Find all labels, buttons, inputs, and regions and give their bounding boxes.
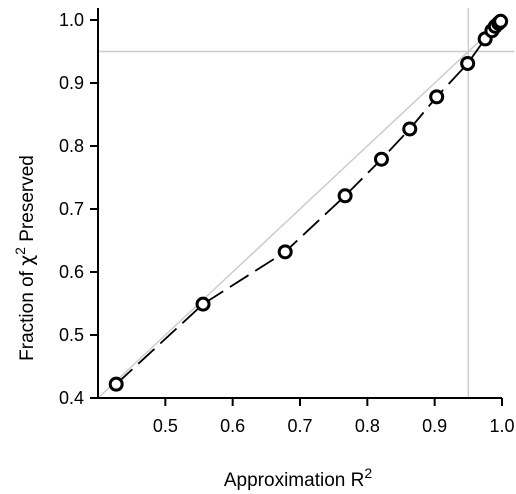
y-tick-label: 0.4: [59, 388, 84, 408]
x-tick-label: 0.5: [153, 416, 178, 436]
axes: [97, 8, 502, 399]
data-point: [460, 55, 476, 71]
data-point: [195, 296, 211, 312]
y-tick-label: 0.7: [59, 199, 84, 219]
x-axis-ticks: 0.5 0.6 0.7 0.8 0.9 1.0: [153, 398, 515, 436]
y-tick-label: 0.6: [59, 262, 84, 282]
x-tick-label: 0.8: [355, 416, 380, 436]
data-point: [402, 121, 418, 137]
y-tick-label: 1.0: [59, 10, 84, 30]
y-tick-label: 0.8: [59, 136, 84, 156]
y-axis-title: Fraction of χ2 Preserved: [12, 155, 38, 361]
data-point: [429, 89, 445, 105]
y-axis-title-pre: Fraction of: [17, 266, 38, 361]
data-point: [373, 151, 389, 167]
data-point: [277, 244, 293, 260]
x-axis-title-sup: 2: [364, 465, 372, 481]
y-axis-title-post: Preserved: [17, 155, 38, 247]
x-tick-label: 0.9: [422, 416, 447, 436]
data-point: [337, 188, 353, 204]
data-point: [108, 376, 124, 392]
x-axis-title-base: Approximation R: [224, 470, 364, 491]
x-tick-label: 0.7: [287, 416, 312, 436]
data-series: [108, 13, 509, 392]
x-tick-label: 0.6: [220, 416, 245, 436]
y-axis-title-symbol: χ: [16, 255, 38, 266]
y-axis-title-sup: 2: [12, 247, 28, 255]
x-tick-label: 1.0: [489, 416, 514, 436]
identity-line: [97, 19, 503, 399]
y-tick-label: 0.9: [59, 73, 84, 93]
data-point: [493, 13, 509, 29]
y-tick-label: 0.5: [59, 325, 84, 345]
reference-lines: [97, 8, 514, 399]
y-axis-ticks: 0.4 0.5 0.6 0.7 0.8 0.9 1.0: [59, 10, 98, 408]
x-axis-title: Approximation R2: [224, 465, 372, 491]
